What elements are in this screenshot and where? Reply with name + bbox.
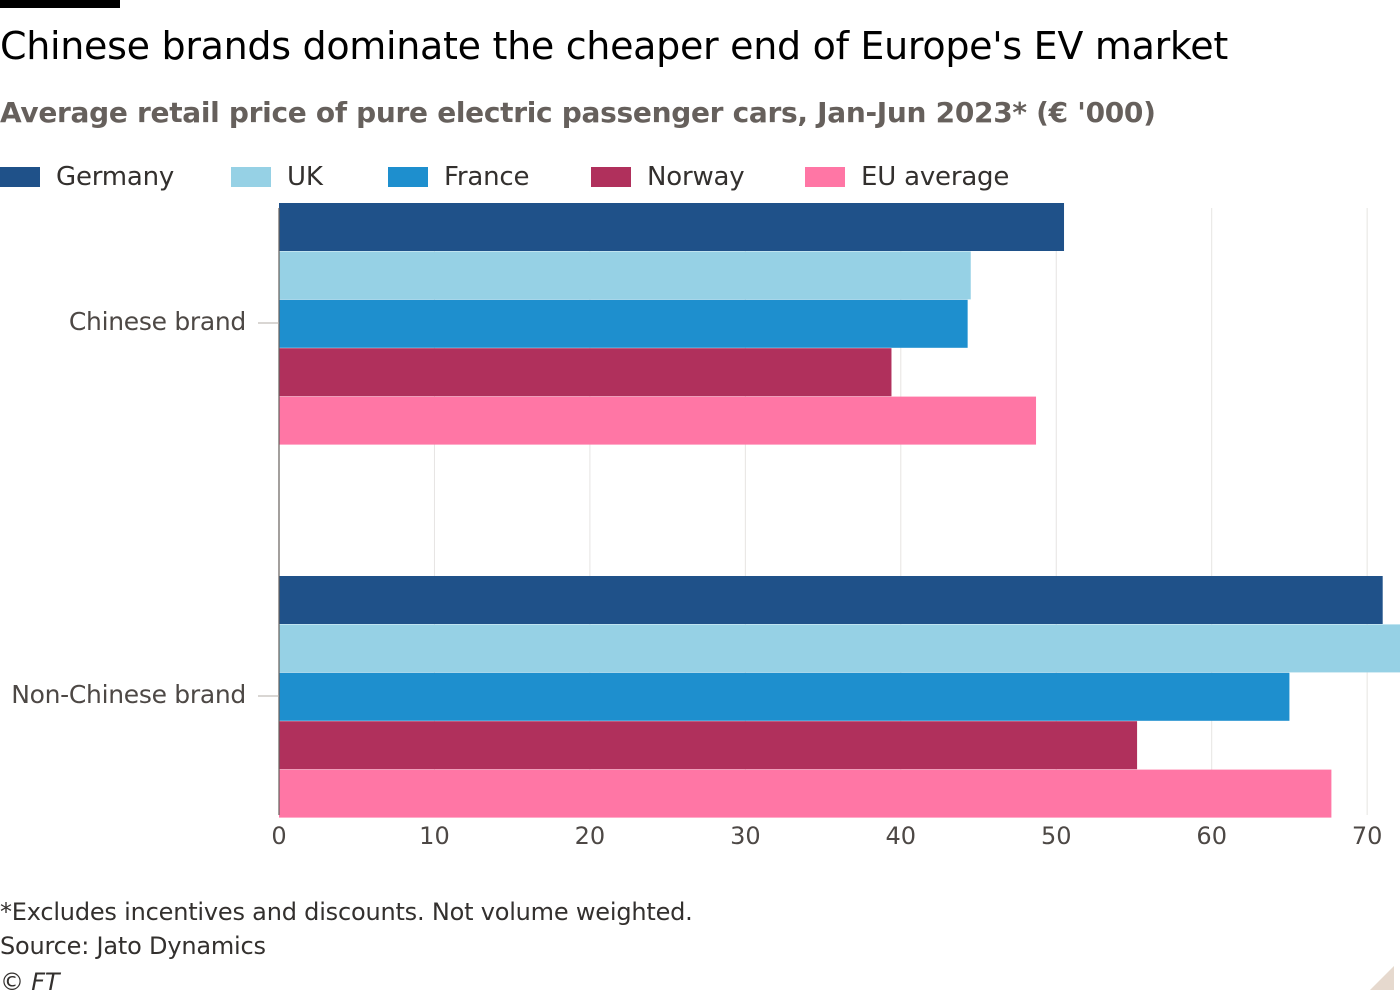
- bar-non-chinese-brand-norway: [279, 721, 1138, 770]
- bar-chinese-brand-germany: [279, 203, 1065, 251]
- x-tick-label-30: 30: [730, 822, 761, 850]
- legend-label-france: France: [444, 162, 530, 192]
- legend-item-france: France: [388, 160, 529, 194]
- bar-non-chinese-brand-germany: [279, 576, 1383, 624]
- footnote: *Excludes incentives and discounts. Not …: [0, 898, 693, 926]
- legend-label-uk: UK: [287, 162, 323, 192]
- bar-chinese-brand-france: [279, 299, 968, 348]
- x-tick-label-0: 0: [271, 822, 286, 850]
- legend-swatch-france: [388, 167, 428, 187]
- legend-item-uk: UK: [231, 160, 323, 194]
- legend-item-germany: Germany: [0, 160, 174, 194]
- legend-swatch-eu-average: [805, 167, 845, 187]
- category-label-non-chinese-brand: Non-Chinese brand: [11, 680, 246, 709]
- bar-non-chinese-brand-uk: [279, 624, 1400, 673]
- legend-label-norway: Norway: [647, 162, 745, 192]
- chart-subtitle: Average retail price of pure electric pa…: [0, 96, 1156, 129]
- legend-swatch-uk: [231, 167, 271, 187]
- bar-non-chinese-brand-eu-average: [279, 769, 1332, 818]
- corner-fold-icon: [1370, 966, 1394, 990]
- bar-non-chinese-brand-france: [279, 672, 1290, 721]
- bar-chart: Chinese brand Non-Chinese brand 0 10 20 30 40 5…: [11, 203, 1400, 850]
- source-note: Source: Jato Dynamics: [0, 932, 266, 960]
- bar-chinese-brand-uk: [279, 251, 971, 300]
- legend-item-norway: Norway: [591, 160, 745, 194]
- bar-chinese-brand-eu-average: [279, 396, 1037, 445]
- bar-chinese-brand-norway: [279, 348, 892, 397]
- legend-swatch-norway: [591, 167, 631, 187]
- copyright-note: © FT: [0, 968, 60, 996]
- legend-label-eu-average: EU average: [861, 162, 1010, 192]
- x-tick-label-20: 20: [575, 822, 606, 850]
- chart-title: Chinese brands dominate the cheaper end …: [0, 24, 1228, 68]
- legend-item-eu-average: EU average: [805, 160, 1009, 194]
- legend-swatch-germany: [0, 167, 40, 187]
- x-tick-label-60: 60: [1196, 822, 1227, 850]
- legend-label-germany: Germany: [56, 162, 175, 192]
- x-tick-label-70: 70: [1352, 822, 1383, 850]
- top-accent-bar: [0, 0, 120, 8]
- x-tick-label-50: 50: [1041, 822, 1072, 850]
- x-tick-label-40: 40: [886, 822, 917, 850]
- category-label-chinese-brand: Chinese brand: [69, 307, 246, 336]
- x-tick-label-10: 10: [419, 822, 450, 850]
